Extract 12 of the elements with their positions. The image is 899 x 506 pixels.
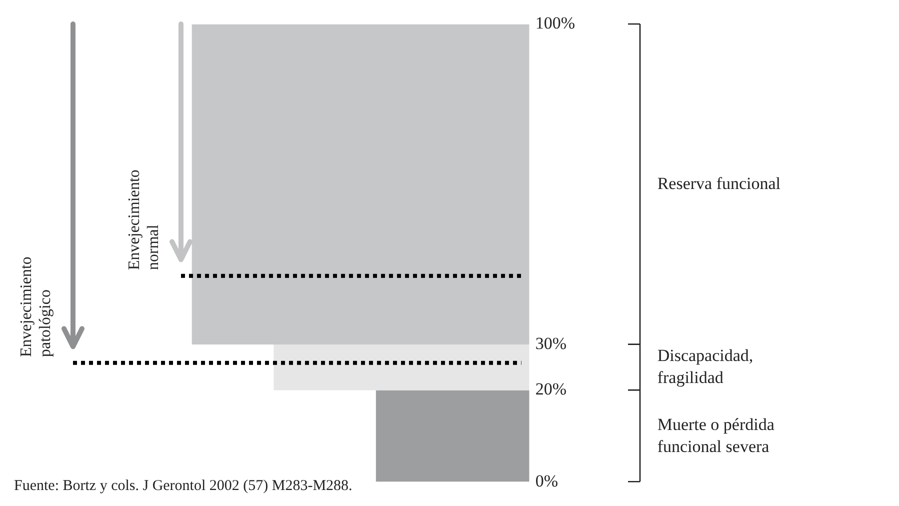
annotation: Fuente: Bortz y cols. J Gerontol 2002 (57) M283-M288. [14, 477, 354, 496]
ref-line-label: Envejecimiento patológico [17, 255, 55, 357]
annotation: Discapacidad, fragilidad [657, 345, 754, 390]
bar [274, 344, 530, 390]
ref-line-label: Envejecimiento normal [125, 168, 163, 270]
y-tick-label: 30% [535, 334, 567, 353]
bar [376, 390, 530, 482]
y-tick-label: 100% [535, 14, 576, 33]
y-tick-label: 0% [535, 471, 558, 490]
y-tick-label: 20% [535, 380, 567, 399]
annotation: Muerte o pérdida funcional severa [657, 414, 776, 458]
annotation: Reserva funcional [657, 173, 782, 196]
